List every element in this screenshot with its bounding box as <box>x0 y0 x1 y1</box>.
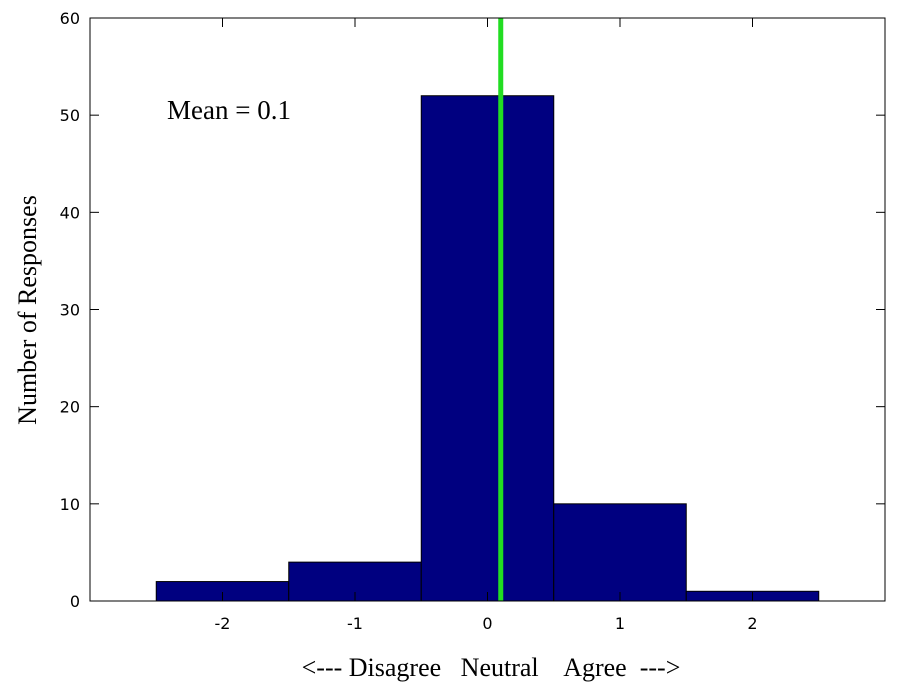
y-tick-label: 60 <box>60 9 80 28</box>
bar-1 <box>553 503 687 602</box>
mean-annotation: Mean = 0.1 <box>167 95 291 125</box>
y-tick-label: 30 <box>60 301 80 320</box>
y-tick-label: 40 <box>60 203 80 222</box>
bar-0 <box>420 95 555 602</box>
bars-group <box>155 95 820 602</box>
y-tick-label: 20 <box>60 398 80 417</box>
y-axis-label: Number of Responses <box>13 195 42 425</box>
y-tick-label: 0 <box>70 592 80 611</box>
x-tick-label: 1 <box>615 614 625 633</box>
x-tick-label: -2 <box>215 614 231 633</box>
y-tick-label: 50 <box>60 106 80 125</box>
y-tick-label: 10 <box>60 495 80 514</box>
y-axis: 0 10 20 30 40 50 60 <box>60 9 885 611</box>
x-tick-label: 2 <box>747 614 757 633</box>
x-axis-label: <--- Disagree Neutral Agree ---> <box>302 653 681 682</box>
x-tick-label: 0 <box>482 614 492 633</box>
x-axis: -2 -1 0 1 2 <box>215 18 758 633</box>
x-tick-label: -1 <box>347 614 363 633</box>
